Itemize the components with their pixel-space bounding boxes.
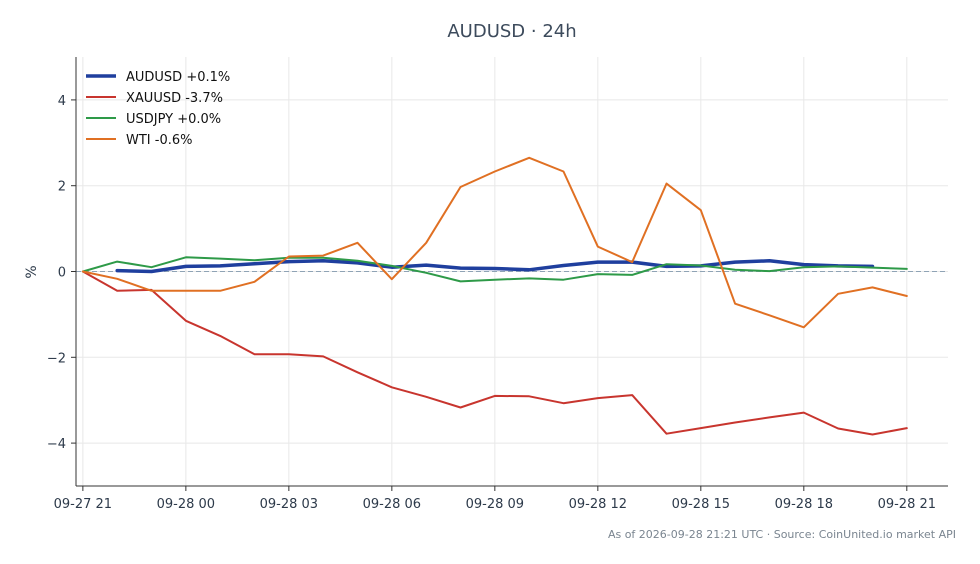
x-tick-label: 09-28 03: [260, 497, 318, 512]
x-tick-label: 09-28 00: [157, 497, 215, 512]
y-tick-label: 0: [58, 266, 66, 281]
legend-label-1: XAUUSD -3.7%: [126, 91, 223, 106]
x-tick-label: 09-28 12: [569, 497, 627, 512]
source-note: As of 2026-09-28 21:21 UTC · Source: Coi…: [608, 528, 956, 541]
x-ticks: 09-27 21 09-28 00 09-28 03 09-28 06 09-28 09…: [54, 486, 936, 512]
series-line-1: [81, 270, 908, 436]
x-tick-label: 09-28 21: [878, 497, 936, 512]
x-tick-label: 09-28 15: [672, 497, 730, 512]
series-group: [81, 156, 908, 436]
chart-title: AUDUSD · 24h: [447, 21, 576, 42]
y-tick-label: −4: [47, 437, 66, 452]
x-tick-label: 09-27 21: [54, 497, 112, 512]
series-line-3: [81, 156, 908, 329]
x-tick-label: 09-28 09: [466, 497, 524, 512]
y-axis-label: %: [24, 265, 40, 278]
legend-label-2: USDJPY +0.0%: [126, 112, 221, 127]
x-tick-label: 09-28 18: [775, 497, 833, 512]
legend-label-0: AUDUSD +0.1%: [126, 70, 230, 85]
legend-label-3: WTI -0.6%: [126, 133, 192, 148]
series-line-2: [81, 256, 908, 283]
series-line-0: [115, 259, 875, 274]
y-ticks: 4 2 0 −2 −4: [47, 94, 76, 452]
y-tick-label: 4: [58, 94, 66, 109]
y-tick-label: −2: [47, 351, 66, 366]
legend: AUDUSD +0.1% XAUUSD -3.7% USDJPY +0.0% WTI …: [86, 70, 230, 148]
x-tick-label: 09-28 06: [363, 497, 421, 512]
y-tick-label: 2: [58, 180, 66, 195]
